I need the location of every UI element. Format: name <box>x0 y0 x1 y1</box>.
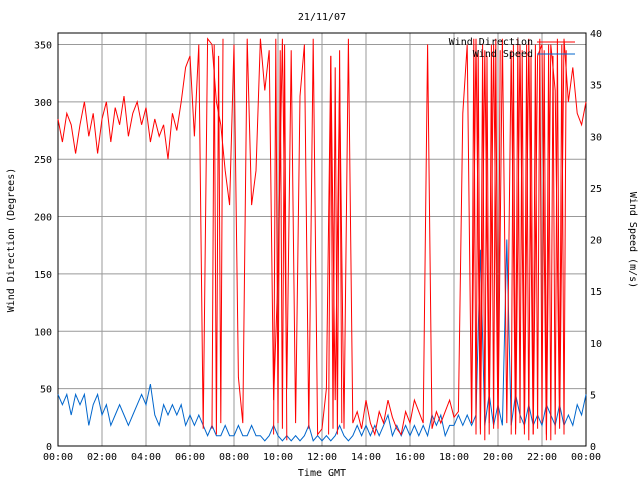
x-tick-label: 00:00 <box>571 452 601 463</box>
x-tick-label: 14:00 <box>351 452 381 463</box>
x-tick-label: 20:00 <box>483 452 513 463</box>
series-wind-direction-wrap <box>471 38 501 441</box>
x-tick-label: 04:00 <box>131 452 161 463</box>
left-tick-label: 50 <box>40 385 52 396</box>
series-wind-direction-wrap <box>510 38 567 441</box>
right-tick-label: 30 <box>590 132 602 143</box>
x-tick-label: 08:00 <box>219 452 249 463</box>
left-tick-label: 250 <box>34 155 52 166</box>
x-tick-label: 18:00 <box>439 452 469 463</box>
series-wind-direction-wrap <box>211 38 224 435</box>
left-tick-label: 350 <box>34 40 52 51</box>
x-tick-label: 12:00 <box>307 452 337 463</box>
x-tick-label: 10:00 <box>263 452 293 463</box>
left-tick-label: 200 <box>34 213 52 224</box>
left-tick-label: 300 <box>34 98 52 109</box>
right-tick-label: 40 <box>590 29 602 40</box>
x-tick-label: 16:00 <box>395 452 425 463</box>
series-layer <box>57 37 587 442</box>
right-axis-label: Wind Speed (m/s) <box>627 192 638 288</box>
series-wind-direction-wrap <box>328 50 343 435</box>
right-tick-label: 35 <box>590 81 602 92</box>
plot-border <box>57 32 587 447</box>
legend: Wind Direction Wind Speed <box>449 37 575 60</box>
x-axis-label: Time GMT <box>298 468 346 479</box>
plot-frame <box>57 32 587 447</box>
right-tick-label: 0 <box>590 442 596 453</box>
series-wind-direction-wrap <box>273 38 288 441</box>
legend-label-direction: Wind Direction <box>449 37 533 48</box>
x-tick-label: 02:00 <box>87 452 117 463</box>
left-tick-label: 0 <box>46 442 52 453</box>
left-tick-label: 100 <box>34 327 52 338</box>
right-tick-label: 20 <box>590 236 602 247</box>
left-axis-label: Wind Direction (Degrees) <box>6 168 17 313</box>
chart-title: 21/11/07 <box>298 12 346 23</box>
right-axis-ticks: 0 5 10 15 20 25 30 35 40 <box>590 29 602 453</box>
legend-label-speed: Wind Speed <box>473 49 533 60</box>
x-tick-label: 00:00 <box>43 452 73 463</box>
x-tick-label: 22:00 <box>527 452 557 463</box>
right-tick-label: 5 <box>590 390 596 401</box>
right-tick-label: 15 <box>590 287 602 298</box>
series-wind-direction <box>57 37 587 441</box>
x-axis-ticks: 00:00 02:00 04:00 06:00 08:00 10:00 12:00 14:00… <box>43 452 601 463</box>
left-tick-label: 150 <box>34 270 52 281</box>
x-tick-label: 06:00 <box>175 452 205 463</box>
right-tick-label: 10 <box>590 339 602 350</box>
left-axis-ticks: 0 50 100 150 200 250 300 350 <box>34 40 52 453</box>
right-tick-label: 25 <box>590 184 602 195</box>
